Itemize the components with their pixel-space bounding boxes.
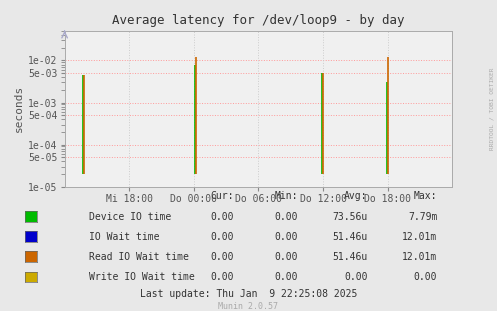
Text: 0.00: 0.00 — [210, 232, 234, 242]
Text: 0.00: 0.00 — [210, 212, 234, 222]
Text: 0.00: 0.00 — [275, 232, 298, 242]
Text: Max:: Max: — [414, 191, 437, 201]
Text: Last update: Thu Jan  9 22:25:08 2025: Last update: Thu Jan 9 22:25:08 2025 — [140, 289, 357, 299]
Text: 73.56u: 73.56u — [332, 212, 368, 222]
Text: 51.46u: 51.46u — [332, 232, 368, 242]
Text: IO Wait time: IO Wait time — [89, 232, 160, 242]
Text: 0.00: 0.00 — [275, 252, 298, 262]
Text: 51.46u: 51.46u — [332, 252, 368, 262]
Text: RRDTOOL / TOBI OETIKER: RRDTOOL / TOBI OETIKER — [490, 67, 495, 150]
Text: 0.00: 0.00 — [275, 212, 298, 222]
Text: 0.00: 0.00 — [344, 272, 368, 282]
Text: Write IO Wait time: Write IO Wait time — [89, 272, 195, 282]
Text: Min:: Min: — [275, 191, 298, 201]
Text: 7.79m: 7.79m — [408, 212, 437, 222]
Text: 0.00: 0.00 — [414, 272, 437, 282]
Text: 0.00: 0.00 — [210, 252, 234, 262]
Title: Average latency for /dev/loop9 - by day: Average latency for /dev/loop9 - by day — [112, 14, 405, 27]
Text: Read IO Wait time: Read IO Wait time — [89, 252, 189, 262]
Text: 12.01m: 12.01m — [402, 232, 437, 242]
Text: 0.00: 0.00 — [275, 272, 298, 282]
Text: Avg:: Avg: — [344, 191, 368, 201]
Text: Device IO time: Device IO time — [89, 212, 171, 222]
Text: Munin 2.0.57: Munin 2.0.57 — [219, 302, 278, 311]
Text: 0.00: 0.00 — [210, 272, 234, 282]
Text: 12.01m: 12.01m — [402, 252, 437, 262]
Text: Cur:: Cur: — [210, 191, 234, 201]
Y-axis label: seconds: seconds — [14, 85, 24, 132]
